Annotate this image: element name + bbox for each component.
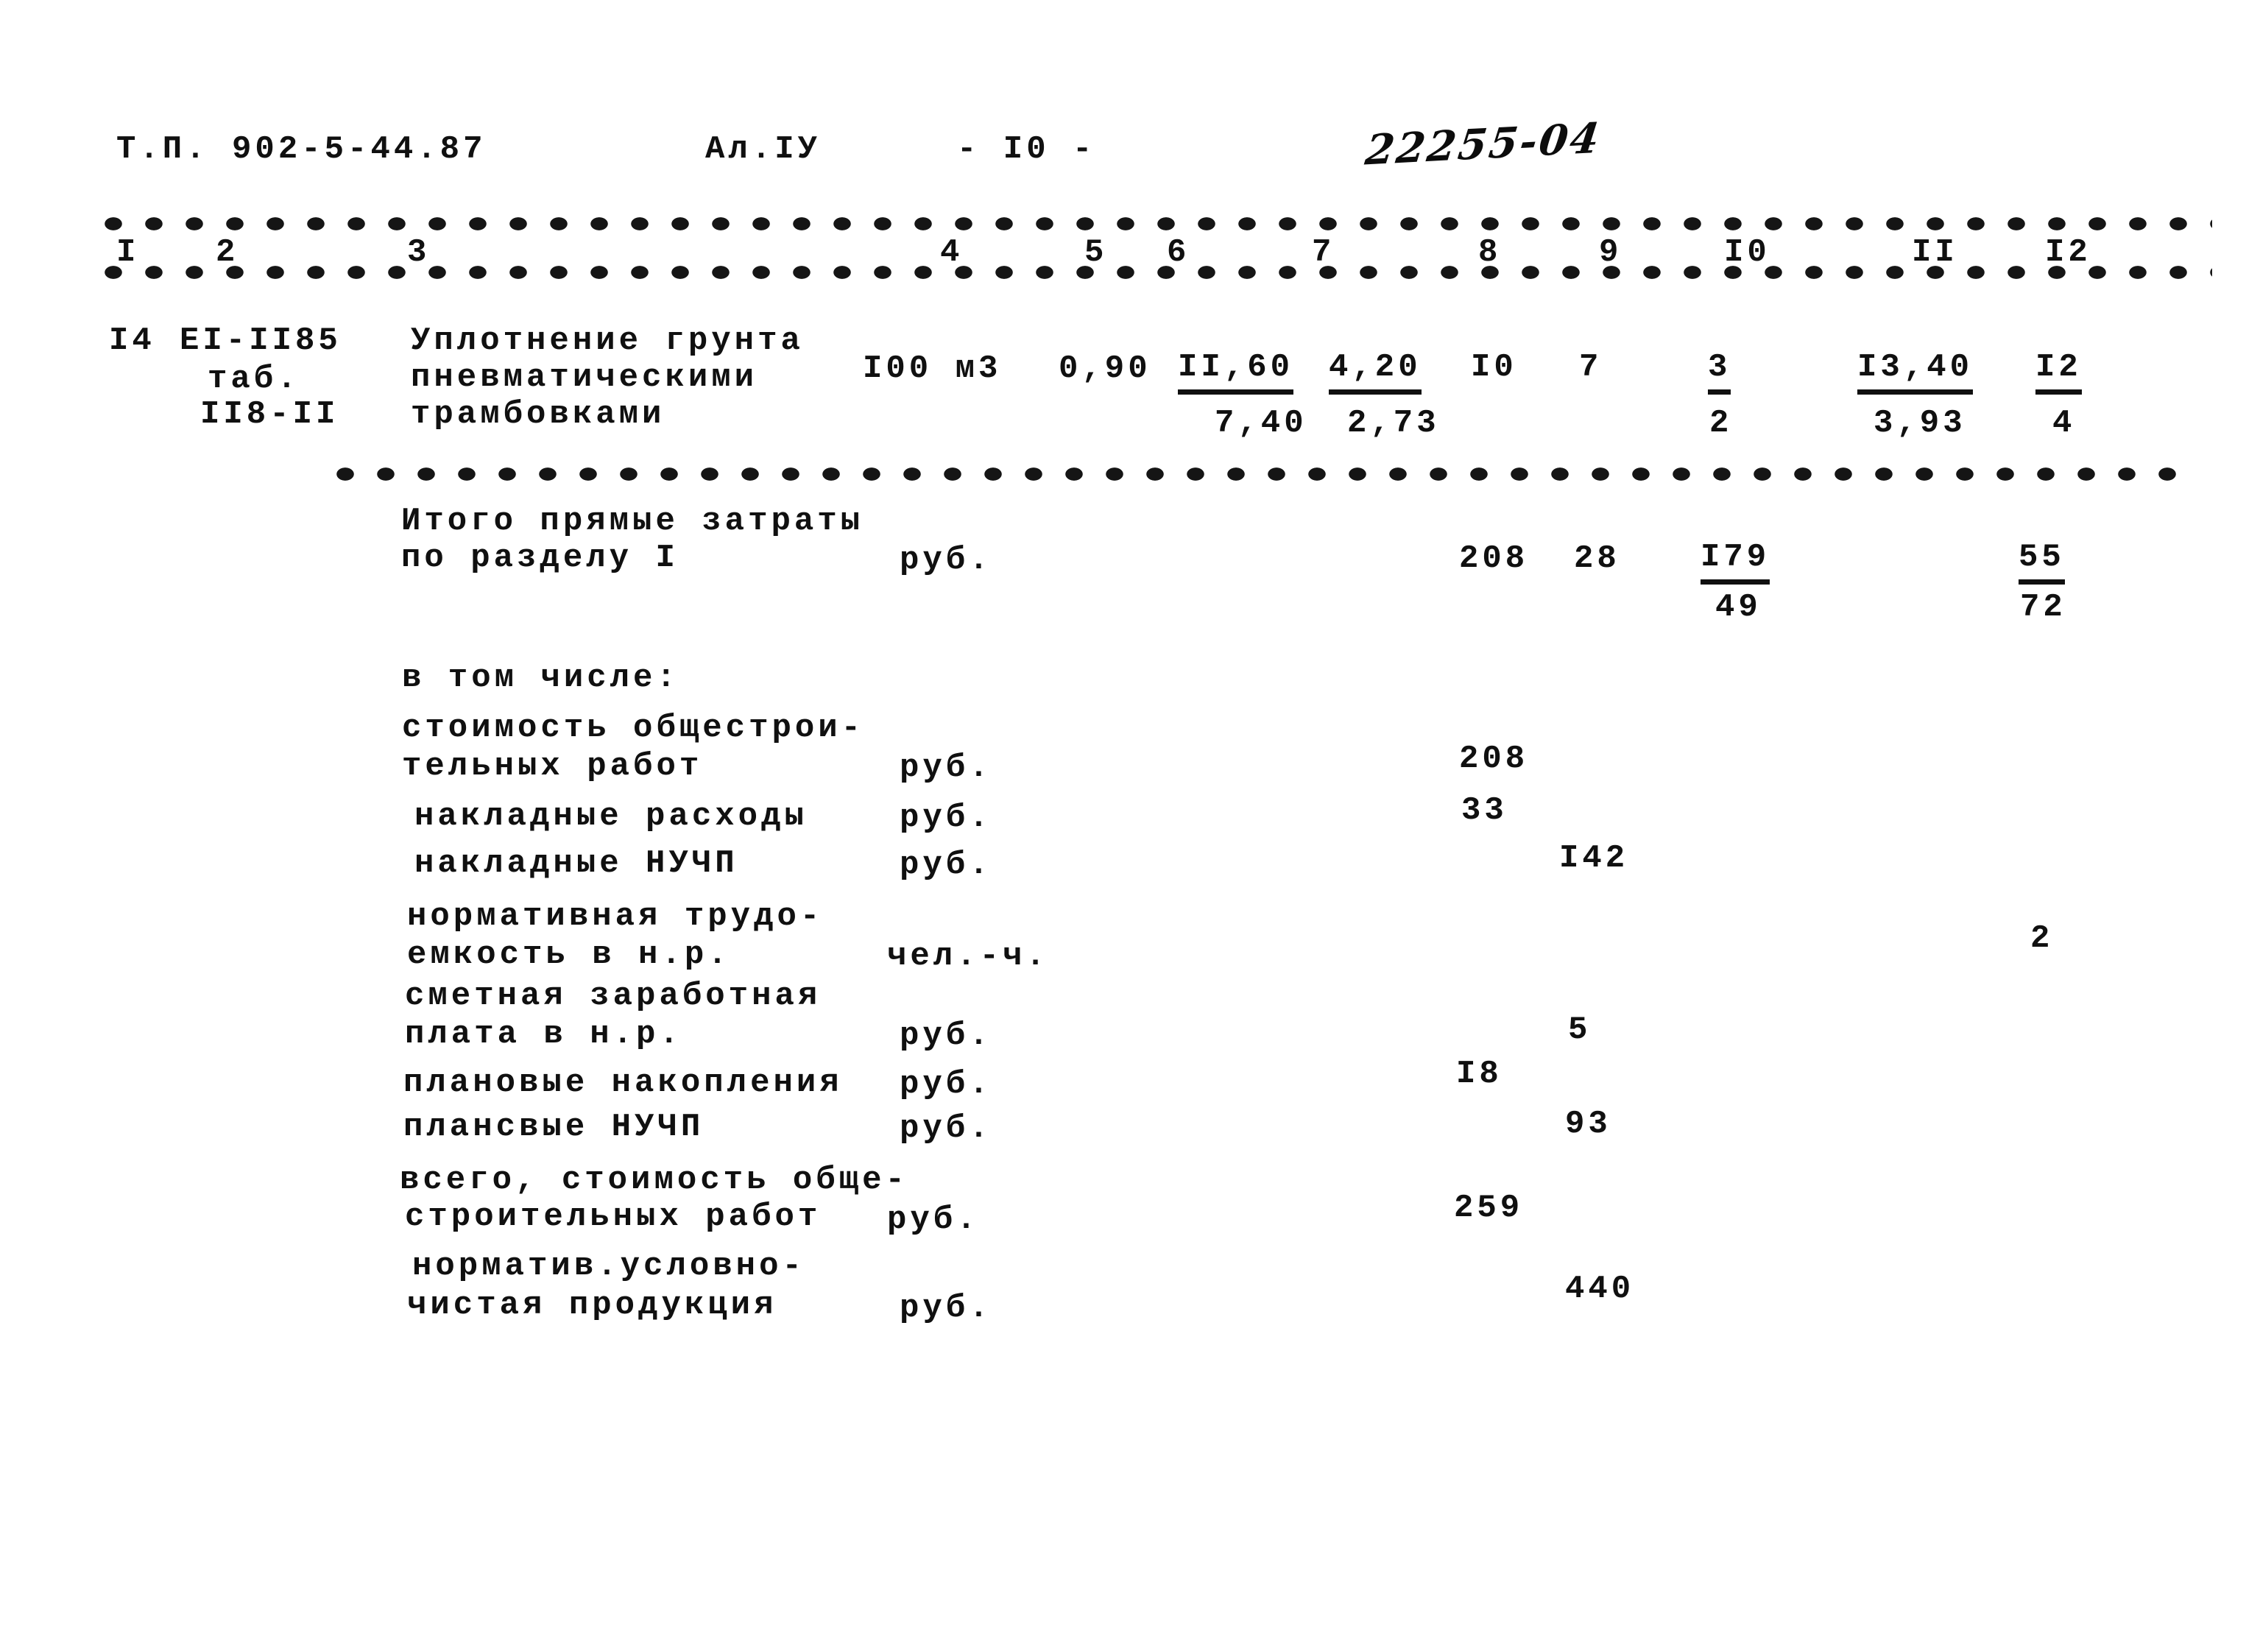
work-row-col9: 7	[1579, 349, 1603, 386]
detail-row-value: 5	[1568, 1012, 1592, 1048]
column-number-7: 7	[1312, 234, 1335, 271]
dashed-rule-under-header	[103, 265, 2212, 280]
detail-row-unit: руб.	[887, 1201, 980, 1238]
work-row-col7-bottom: 2,73	[1347, 405, 1440, 442]
column-number-1: I	[116, 234, 140, 271]
album-label: Ал.IУ	[705, 131, 822, 168]
detail-row-unit: руб.	[900, 847, 992, 883]
totals-col8: 208	[1459, 540, 1529, 577]
work-row-ref-line2: таб.	[208, 361, 300, 398]
column-number-11: II	[1912, 234, 1958, 271]
totals-col10-bottom: 49	[1715, 589, 1762, 626]
work-row-unit: I00 м3	[863, 350, 1002, 387]
column-number-12: I2	[2045, 234, 2091, 271]
detail-row-unit: руб.	[900, 799, 992, 836]
work-row-col6-top: II,60	[1178, 350, 1294, 395]
totals-col12-bottom: 72	[2020, 589, 2066, 626]
work-row-col6-bottom: 7,40	[1215, 405, 1307, 442]
column-number-8: 8	[1478, 234, 1502, 271]
column-number-10: I0	[1724, 234, 1770, 271]
detail-row-unit: руб.	[900, 1290, 992, 1327]
totals-col12-top: 55	[2019, 540, 2065, 585]
detail-row-unit: чел.-ч.	[887, 938, 1049, 975]
work-row-col12-bottom: 4	[2052, 405, 2076, 442]
detail-row-label: плановые накопления	[403, 1065, 843, 1101]
detail-row-value: I42	[1559, 840, 1629, 877]
work-row-col7-top: 4,20	[1329, 350, 1422, 395]
column-number-3: 3	[407, 234, 431, 271]
totals-col9: 28	[1574, 540, 1620, 577]
work-row-ref-line1: ЕI-II85	[180, 322, 342, 359]
column-number-2: 2	[216, 234, 239, 271]
detail-row-label: плата в н.р.	[405, 1016, 682, 1053]
detail-row-label: плансвые НУЧП	[403, 1109, 705, 1146]
detail-row-value: 208	[1459, 741, 1529, 777]
detail-row-value: I8	[1456, 1056, 1502, 1092]
detail-row-label: нормативная трудо-	[407, 898, 824, 935]
detail-row-label: строительных работ	[405, 1199, 822, 1235]
dashed-rule-section	[335, 467, 2183, 481]
work-row-name-line3: трамбовками	[411, 396, 665, 433]
page-number: - I0 -	[957, 131, 1096, 168]
detail-row-label: тельных работ	[402, 748, 703, 785]
totals-unit: руб.	[900, 542, 992, 579]
detail-row-value: 259	[1454, 1190, 1524, 1226]
detail-row-unit: руб.	[900, 1066, 992, 1103]
column-number-9: 9	[1599, 234, 1622, 271]
detail-row-unit: руб.	[900, 1017, 992, 1054]
detail-row-unit: руб.	[900, 1110, 992, 1147]
work-row-col10-top: 3	[1708, 350, 1731, 395]
detail-row-value: 2	[2030, 920, 2054, 957]
work-row-name-line1: Уплотнение грунта	[411, 322, 804, 359]
detail-row-value: 93	[1565, 1106, 1611, 1143]
work-row-col12-top: I2	[2035, 350, 2082, 395]
totals-label-line1: Итого прямые затраты	[401, 503, 864, 540]
totals-col10-top: I79	[1701, 540, 1770, 585]
detail-row-label: стоимость общестрои-	[402, 710, 865, 746]
including-label: в том числе:	[402, 660, 679, 696]
detail-row-label: накладные НУЧП	[414, 845, 738, 882]
work-row-col8: I0	[1471, 349, 1517, 386]
detail-row-label: чистая продукция	[407, 1287, 777, 1324]
detail-row-label: накладные расходы	[414, 798, 808, 835]
detail-row-value: 33	[1461, 792, 1508, 829]
dashed-rule-top	[103, 216, 2212, 231]
work-row-col11-bottom: 3,93	[1874, 405, 1966, 442]
work-row-ref-line3: II8-II	[200, 396, 339, 433]
stamp-number: 22255-04	[1363, 113, 1604, 175]
column-number-4: 4	[940, 234, 964, 271]
column-number-5: 5	[1084, 234, 1108, 271]
detail-row-unit: руб.	[900, 749, 992, 786]
work-row-qty: 0,90	[1059, 350, 1151, 387]
work-row-name-line2: пневматическими	[411, 359, 758, 396]
detail-row-value: 440	[1565, 1271, 1635, 1307]
detail-row-label: емкость в н.р.	[407, 936, 731, 973]
doc-code: Т.П. 902-5-44.87	[116, 131, 487, 168]
detail-row-label: всего, стоимость обще-	[400, 1162, 908, 1199]
detail-row-label: норматив.условно-	[412, 1248, 805, 1285]
detail-row-label: сметная заработная	[405, 978, 822, 1014]
totals-label-line2: по разделу I	[401, 540, 679, 576]
work-row-col10-bottom: 2	[1709, 405, 1733, 442]
work-row-number: I4	[109, 322, 155, 359]
work-row-col11-top: I3,40	[1857, 350, 1974, 395]
column-number-6: 6	[1167, 234, 1190, 271]
